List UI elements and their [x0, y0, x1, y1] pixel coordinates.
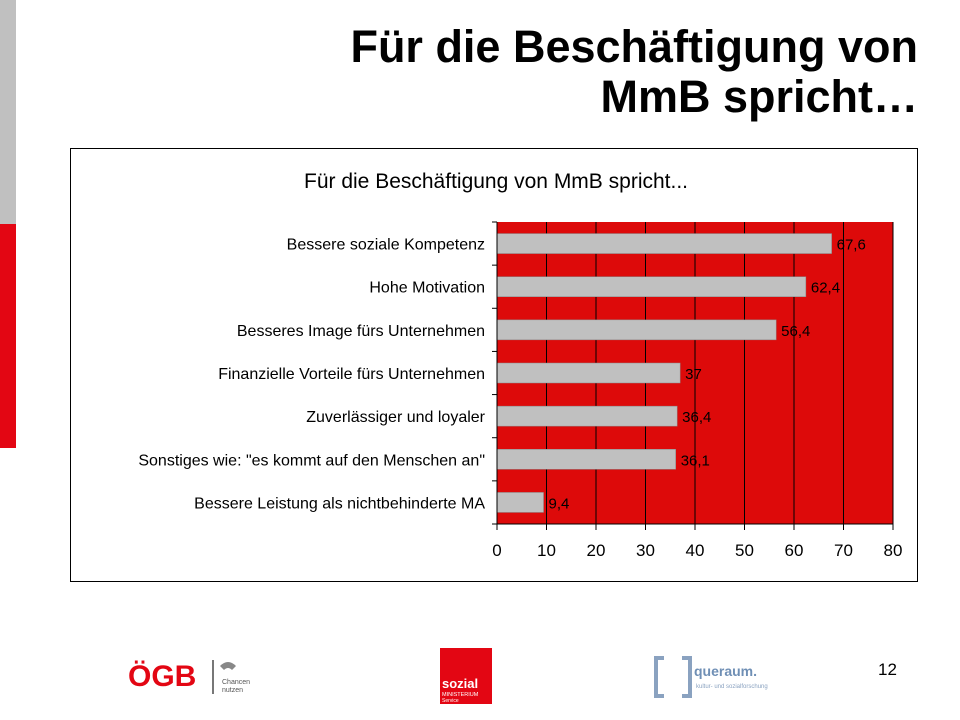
chart-frame: Für die Beschäftigung von MmB spricht...… — [70, 148, 918, 582]
side-accent-red — [0, 224, 16, 448]
bar — [496, 449, 676, 470]
x-tick-label: 80 — [884, 541, 903, 560]
slide-title: Für die Beschäftigung von MmB spricht… — [158, 22, 918, 122]
bar — [496, 405, 678, 427]
bars — [496, 233, 832, 513]
queraum-bracket-right-icon — [682, 656, 692, 698]
oegb-tagline-1: Chancen — [222, 679, 250, 686]
sozial-logo-line2: MINISTERIUM — [442, 692, 479, 698]
category-label: Sonstiges wie: "es kommt auf den Mensche… — [138, 452, 485, 469]
value-label: 56,4 — [781, 323, 810, 340]
category-label: Bessere Leistung als nichtbehinderte MA — [194, 495, 485, 512]
bar — [496, 362, 681, 384]
x-tick-label: 50 — [735, 541, 754, 560]
category-label: Zuverlässiger und loyaler — [306, 409, 485, 426]
queraum-bracket-left-icon — [654, 656, 664, 698]
category-label: Bessere soziale Kompetenz — [287, 237, 485, 254]
x-tick-label: 20 — [587, 541, 606, 560]
oegb-swoosh-icon — [220, 662, 236, 670]
value-label: 67,6 — [837, 237, 866, 254]
bar — [496, 319, 777, 341]
value-label: 62,4 — [811, 280, 840, 297]
oegb-logo-text: ÖGB — [128, 660, 196, 693]
sozialministerium-logo: sozial MINISTERIUM Service — [440, 648, 492, 704]
bar — [496, 276, 807, 297]
slide-title-line-1: Für die Beschäftigung von — [350, 21, 918, 72]
queraum-logo: queraum. kultur- und sozialforschung — [654, 656, 768, 698]
chart-title: Für die Beschäftigung von MmB spricht... — [304, 170, 688, 193]
queraum-tagline: kultur- und sozialforschung — [696, 684, 768, 690]
value-label: 36,1 — [681, 452, 710, 469]
x-tick-label: 40 — [686, 541, 705, 560]
x-tick-label: 30 — [636, 541, 655, 560]
sozial-logo-block — [440, 648, 492, 704]
category-labels: Bessere soziale Kompetenz Hohe Motivation… — [138, 237, 485, 513]
queraum-name: queraum. — [694, 663, 757, 679]
bar-chart: Für die Beschäftigung von MmB spricht...… — [138, 170, 902, 560]
x-tick-label: 70 — [834, 541, 853, 560]
value-label: 37 — [685, 366, 702, 383]
category-label: Hohe Motivation — [369, 280, 485, 297]
x-tick-label: 10 — [537, 541, 556, 560]
slide-title-line-2: MmB spricht… — [600, 71, 918, 122]
bar — [496, 492, 544, 513]
sozial-logo-line3: Service — [442, 698, 459, 704]
value-labels: 67,6 62,4 56,4 37 36,4 36,1 9,4 — [549, 237, 866, 513]
category-label: Finanzielle Vorteile fürs Unternehmen — [218, 366, 485, 383]
oegb-logo: ÖGB Chancen nutzen — [128, 660, 250, 694]
bar — [496, 233, 832, 254]
category-label: Besseres Image fürs Unternehmen — [237, 323, 485, 340]
oegb-logo-divider — [212, 660, 214, 694]
oegb-tagline-2: nutzen — [222, 687, 243, 694]
x-tick-label: 60 — [785, 541, 804, 560]
axes — [492, 221, 894, 530]
value-label: 9,4 — [549, 495, 570, 512]
x-tick-labels: 0 10 20 30 40 50 60 70 80 — [492, 541, 902, 560]
x-tick-label: 0 — [492, 541, 501, 560]
page-number: 12 — [878, 660, 897, 679]
value-label: 36,4 — [682, 409, 711, 426]
sozial-logo-line1: sozial — [442, 676, 478, 691]
side-accent-gray — [0, 0, 16, 224]
